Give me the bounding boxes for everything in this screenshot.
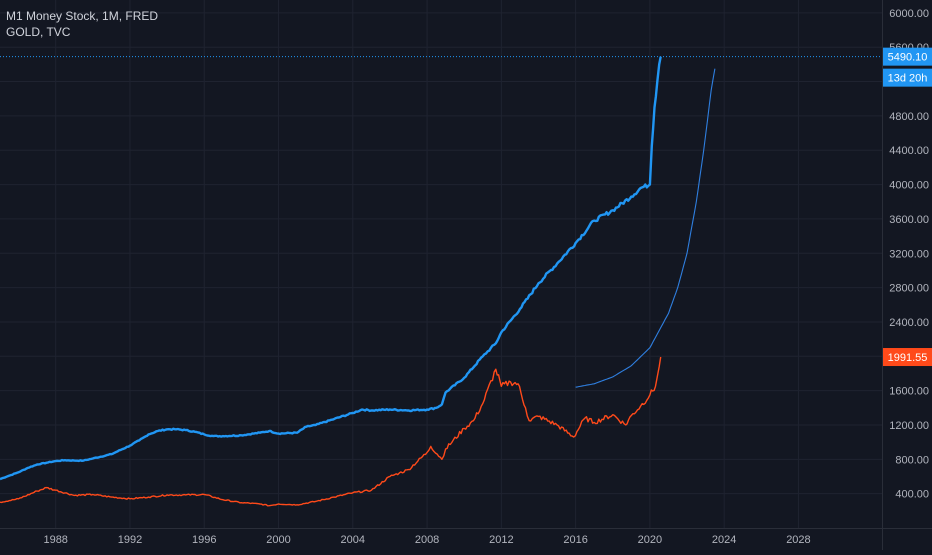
legend-gold[interactable]: GOLD, TVC (6, 25, 71, 39)
y-tick-label: 4400.00 (889, 145, 929, 157)
y-tick-label: 1600.00 (889, 386, 929, 398)
y-tick-label: 800.00 (895, 454, 929, 466)
chart-legend: M1 Money Stock, 1M, FRED GOLD, TVC (6, 8, 158, 40)
y-tick-label: 2400.00 (889, 317, 929, 329)
y-tick-label: 2800.00 (889, 283, 929, 295)
badge-layer: 5490.10 13d 20h 1991.55 (0, 47, 932, 367)
countdown-label: 13d 20h (888, 73, 928, 85)
x-tick-label: 2000 (266, 534, 290, 546)
countdown-badge (883, 68, 932, 87)
series-layer (0, 56, 716, 507)
projection-curve (575, 68, 716, 388)
y-tick-label: 1200.00 (889, 420, 929, 432)
y-tick-label: 4800.00 (889, 111, 929, 123)
gold-series-line (0, 356, 662, 507)
x-tick-label: 2004 (341, 534, 365, 546)
m1-price-badge (883, 47, 932, 66)
y-tick-label: 4000.00 (889, 180, 929, 192)
x-tick-label: 1996 (192, 534, 216, 546)
gold-price-badge (883, 348, 932, 367)
x-tick-label: 2012 (489, 534, 513, 546)
x-tick-label: 2008 (415, 534, 439, 546)
y-tick-label: 3200.00 (889, 248, 929, 260)
x-tick-label: 2016 (563, 534, 587, 546)
legend-m1[interactable]: M1 Money Stock, 1M, FRED (6, 9, 159, 23)
gold-price-label: 1991.55 (888, 352, 928, 364)
x-tick-label: 1992 (118, 534, 142, 546)
x-tick-label: 2020 (638, 534, 662, 546)
y-tick-label: 3600.00 (889, 214, 929, 226)
y-tick-label: 6000.00 (889, 8, 929, 20)
y-tick-label: 400.00 (895, 489, 929, 501)
m1-price-label: 5490.10 (888, 52, 928, 64)
x-tick-label: 2024 (712, 534, 736, 546)
x-tick-label: 1988 (43, 534, 67, 546)
x-tick-label: 2028 (786, 534, 810, 546)
m1-series-line (0, 56, 662, 481)
